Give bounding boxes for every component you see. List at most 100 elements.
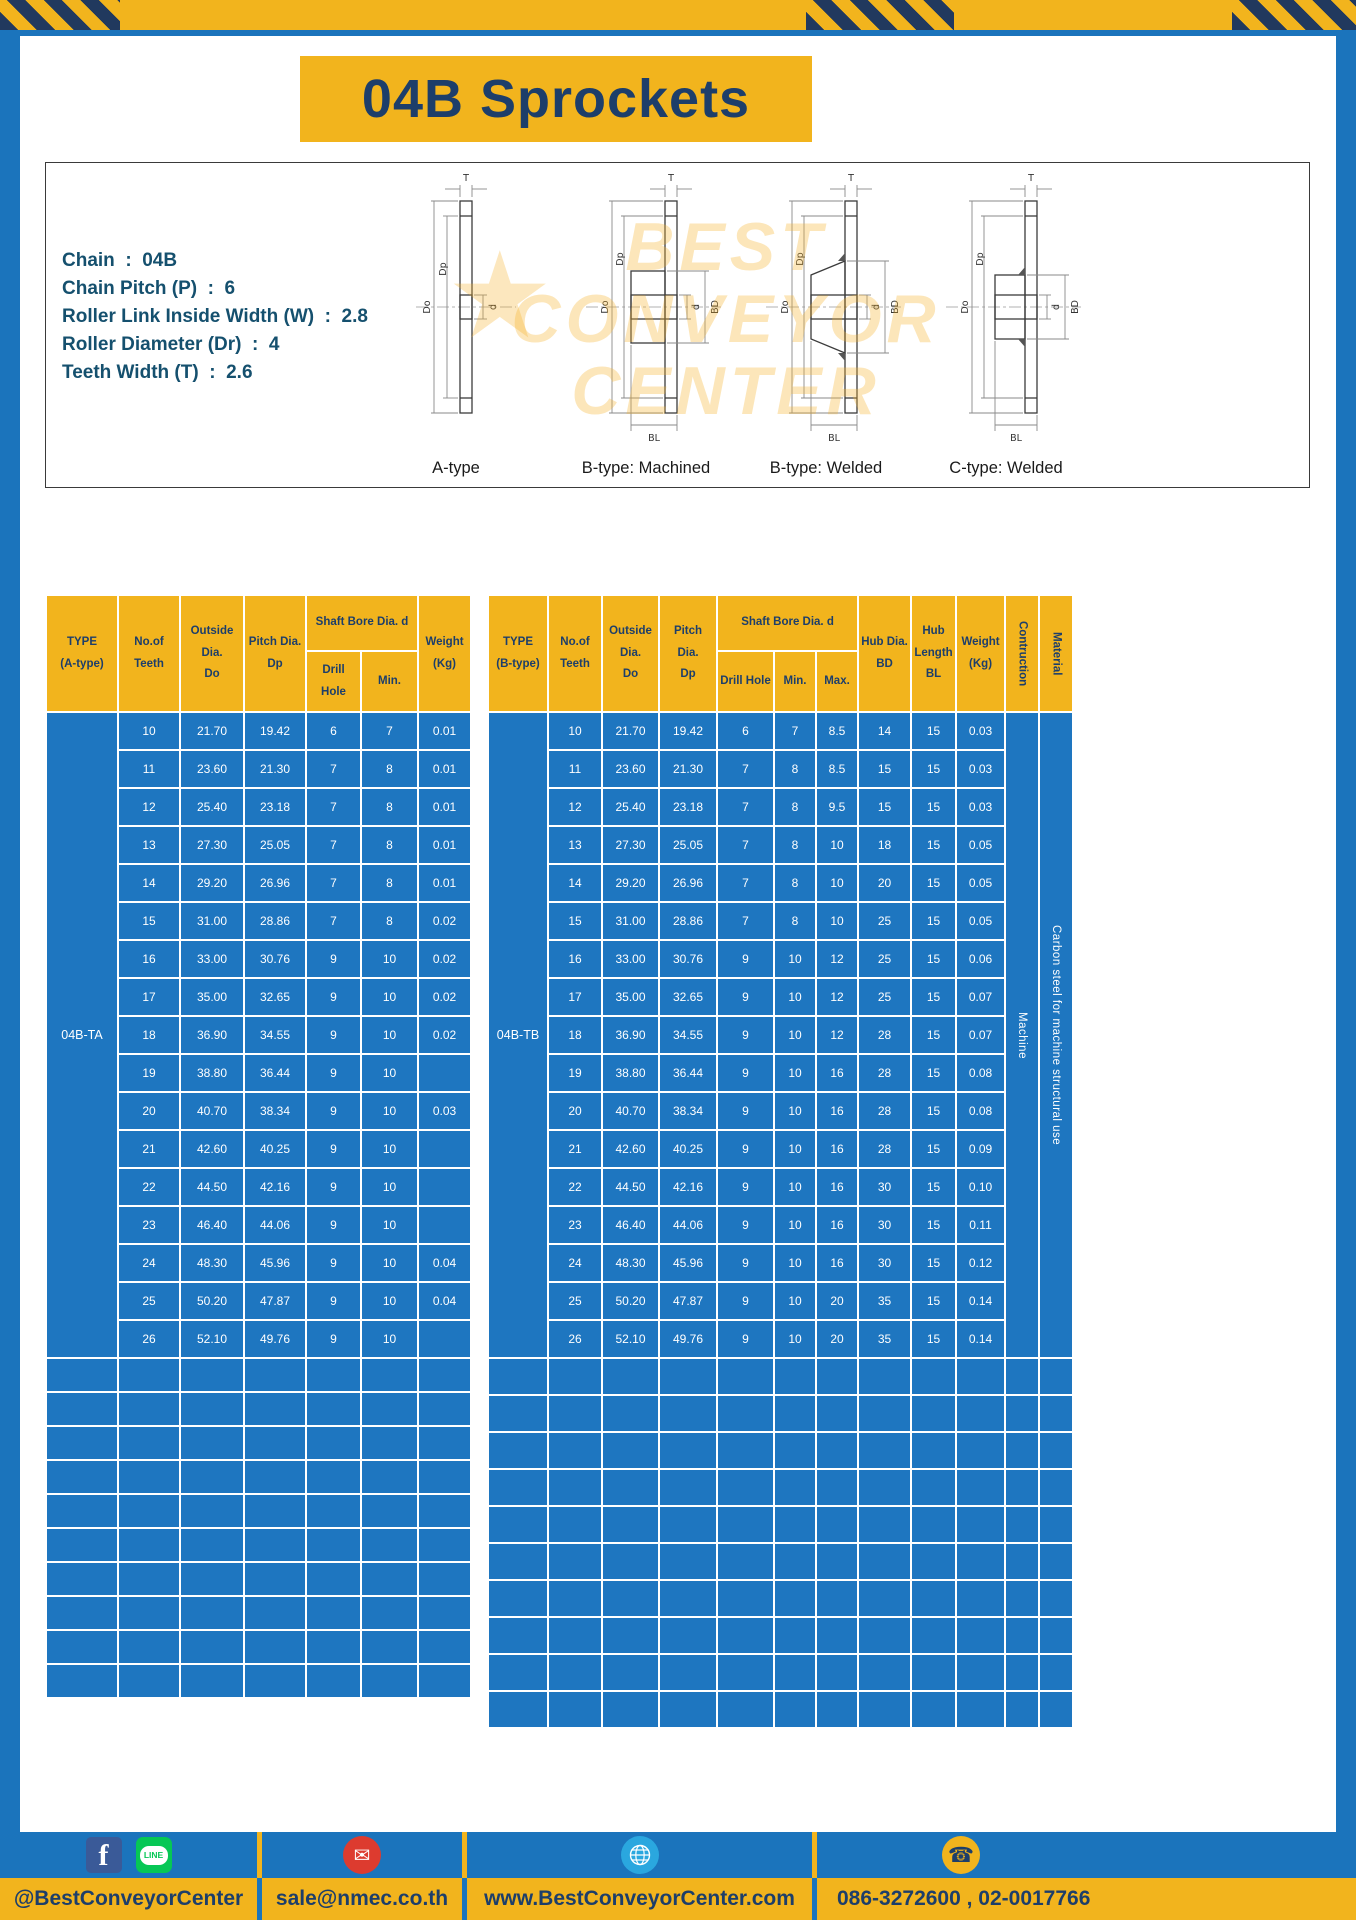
table-cell [305,1527,362,1563]
table-cell: 20 [814,1319,860,1359]
empty-row [45,1357,472,1393]
table-cell [716,1394,775,1433]
table-cell [305,1629,362,1665]
table-cell [487,1616,549,1655]
table-cell: 17 [547,977,603,1017]
table-cell [955,1653,1007,1692]
table-cell [360,1459,419,1495]
table-cell [773,1468,817,1507]
data-row: 26 52.10 49.76 9 10 20 35 15 0.14 [488,1319,1073,1359]
table-cell [658,1505,718,1544]
table-cell: 7 [773,711,817,751]
table-cell: 34.55 [243,1015,307,1055]
type-label-cell: 04B-TB [487,711,549,1359]
table-cell: 20 [547,1091,603,1131]
empty-row [487,1579,1075,1618]
table-cell: 33.00 [179,939,245,979]
data-row: 11 23.60 21.30 7 8 0.01 [46,749,472,789]
table-cell [814,1357,860,1396]
table-cell: 9.5 [814,787,860,827]
table-cell [773,1653,817,1692]
header-max: Max. [814,650,860,713]
table-cell: 21.70 [179,711,245,751]
table-cell [658,1357,718,1396]
table-cell [857,1505,913,1544]
table-cell: 40.70 [601,1091,660,1131]
table-cell: 21 [547,1129,603,1169]
table-cell: 19 [117,1053,181,1093]
table-cell: 7 [716,825,775,865]
table-cell [547,1357,603,1396]
data-row: 25 50.20 47.87 9 10 0.04 [46,1281,472,1321]
table-cell: 9 [305,1167,362,1207]
table-cell [45,1425,119,1461]
table-cell: 10 [360,939,419,979]
table-cell: 15 [910,1053,958,1093]
table-cell [1038,1616,1075,1655]
table-cell [45,1527,119,1563]
table-cell [955,1616,1007,1655]
table-cell [360,1391,419,1427]
table-cell: 7 [716,749,775,789]
table-cell: 9 [716,1129,775,1169]
table-cell [601,1542,660,1581]
table-cell [117,1561,181,1597]
header-outside-dia: Outside Dia. Do [179,594,245,713]
table-cell: 10 [360,1205,419,1245]
data-row: 16 33.00 30.76 9 10 0.02 [46,939,472,979]
table-a-header: TYPE (A-type) No.of Teeth Outside Dia. D… [45,594,472,713]
table-cell: 20 [117,1091,181,1131]
table-cell [814,1542,860,1581]
table-cell [773,1542,817,1581]
table-cell [955,1542,1007,1581]
table-cell: 47.87 [658,1281,718,1321]
table-cell: 30 [857,1167,913,1207]
table-cell [910,1616,958,1655]
table-cell: 15 [910,787,958,827]
table-cell: 33.00 [601,939,660,979]
table-cell [417,1357,472,1393]
empty-row [487,1542,1075,1581]
data-row: 18 36.90 34.55 9 10 0.02 [46,1015,472,1055]
table-cell: 9 [716,1243,775,1283]
table-cell: 47.87 [243,1281,307,1321]
empty-row [487,1468,1075,1507]
table-cell: 6 [716,711,775,751]
table-cell [1004,1394,1041,1433]
footer-website-icons [467,1832,817,1878]
table-cell: 9 [716,1319,775,1359]
table-cell: 13 [547,825,603,865]
table-cell: 10 [360,1015,419,1055]
table-cell: 35 [857,1319,913,1359]
table-cell: 15 [910,901,958,941]
table-cell [547,1505,603,1544]
table-cell: 14 [117,863,181,903]
table-cell: 0.03 [417,1091,472,1131]
data-row: 18 36.90 34.55 9 10 12 28 15 0.07 [488,1015,1073,1055]
table-cell: 0.05 [955,825,1007,865]
table-cell: 15 [910,977,958,1017]
table-cell [487,1653,549,1692]
line-icon: LINE [135,1837,172,1873]
data-row: 11 23.60 21.30 7 8 8.5 15 15 0.03 [488,749,1073,789]
empty-row [487,1357,1075,1396]
table-cell: 18 [117,1015,181,1055]
table-cell: 10 [773,1281,817,1321]
table-cell: 29.20 [601,863,660,903]
table-cell [179,1561,245,1597]
table-cell [716,1542,775,1581]
header-hub-length: Hub Length BL [910,594,958,713]
dim-label-bl: BL [828,433,841,444]
table-cell [179,1425,245,1461]
dim-label-dp: Dp [438,262,449,275]
table-cell [360,1493,419,1529]
table-cell: 9 [716,939,775,979]
table-cell: 46.40 [601,1205,660,1245]
table-cell [1004,1616,1041,1655]
table-cell [487,1357,549,1396]
spec-line-chain: Chain : 04B [62,250,178,271]
table-cell: 0.01 [417,711,472,751]
spec-line-teeth-width: Teeth Width (T) : 2.6 [62,362,253,383]
table-cell: 12 [117,787,181,827]
table-cell [179,1595,245,1631]
